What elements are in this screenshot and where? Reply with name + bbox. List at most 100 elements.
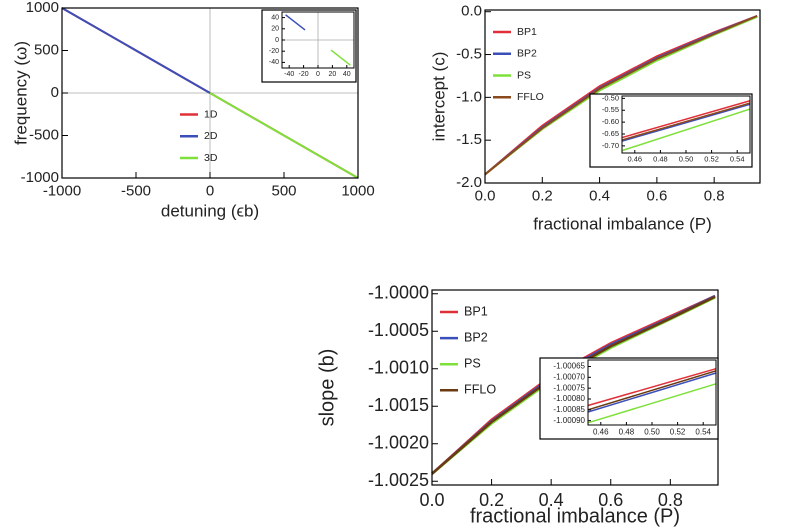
y-tick-label: -2.0: [456, 174, 482, 191]
data-line: [484, 15, 758, 176]
x-tick-label: 0.46: [593, 427, 609, 436]
data-line: [621, 100, 751, 139]
x-tick-label: -500: [121, 182, 151, 199]
chart-panel: 0.0 0.2 0.4 0.6 0.8 -1.0025 -1.0020 -1.0015 -1.0…: [316, 283, 719, 527]
legend-label: 1D: [204, 108, 218, 120]
x-tick-label: 0.2: [532, 187, 553, 204]
y-tick-label: -1.0005: [368, 320, 429, 340]
x-tick-label: 0.4: [589, 187, 610, 204]
legend-label: PS: [517, 69, 531, 81]
plot-frame: [484, 9, 761, 184]
x-tick-label: 40: [343, 71, 351, 78]
y-axis-label: intercept (c): [429, 52, 448, 142]
data-line: [621, 102, 751, 141]
legend-label: PS: [464, 357, 481, 371]
legend-label: BP1: [464, 304, 488, 318]
x-tick-label: 500: [271, 182, 296, 199]
y-tick-label: -40: [269, 59, 279, 66]
x-tick-label: 0.46: [627, 155, 642, 164]
legend-label: FFLO: [517, 91, 544, 103]
legend-label: BP1: [517, 26, 537, 38]
y-tick-label: 20: [271, 26, 279, 33]
x-tick-label: 0.4: [539, 490, 564, 510]
y-tick-label: -0.50: [602, 93, 619, 102]
y-tick-label: -1.0000: [368, 283, 429, 303]
y-tick-label: -20: [269, 48, 279, 55]
y-tick-label: 0: [51, 84, 59, 101]
x-tick-label: 0.2: [479, 490, 504, 510]
y-tick-label: -1.0020: [368, 433, 429, 453]
x-tick-label: -1000: [43, 182, 81, 199]
legend-label: 2D: [204, 130, 218, 142]
x-tick-label: 0.48: [653, 155, 668, 164]
x-tick-label: 0.48: [619, 427, 635, 436]
y-tick-label: -1000: [21, 169, 59, 186]
x-tick-label: 1000: [341, 182, 374, 199]
y-tick-label: -0.60: [602, 117, 619, 126]
y-axis-label: frequency (ω): [11, 41, 30, 145]
x-tick-label: -20: [299, 71, 309, 78]
y-tick-label: -1.00070: [553, 372, 585, 381]
y-tick-label: -1.00085: [553, 405, 585, 414]
chart-panel: -40 -20 0 20 40 -40 -20 0 20 40: [261, 9, 357, 83]
x-tick-label: 0.0: [419, 490, 444, 510]
chart-panel: 0.0 0.2 0.4 0.6 0.8 -2.0 -1.5 -1.0 -0.5 0.0 fracti…: [429, 3, 761, 233]
y-tick-label: -1.00090: [553, 416, 585, 425]
x-axis-label: detuning (ϵb): [161, 201, 259, 220]
x-axis-label: fractional imbalance (P): [470, 505, 680, 527]
x-tick-label: 0.54: [730, 155, 745, 164]
y-tick-label: 0: [275, 37, 279, 44]
y-tick-label: -500: [29, 126, 59, 143]
data-line: [330, 49, 351, 66]
data-line: [61, 7, 211, 94]
data-line: [621, 108, 751, 152]
y-tick-label: -1.00080: [553, 394, 585, 403]
y-tick-label: -1.0015: [368, 395, 429, 415]
legend-label: FFLO: [464, 383, 496, 397]
y-tick-label: -0.65: [602, 129, 619, 138]
x-tick-label: 0.0: [475, 187, 496, 204]
x-tick-label: 0.54: [695, 427, 711, 436]
data-line: [587, 367, 717, 407]
x-tick-label: 0.52: [670, 427, 686, 436]
y-tick-label: 0.0: [461, 3, 482, 20]
x-tick-label: 0: [206, 182, 214, 199]
x-tick-label: 0.50: [644, 427, 660, 436]
legend-label: BP2: [517, 48, 537, 60]
legend-label: 3D: [204, 152, 218, 164]
x-tick-label: 0.8: [658, 490, 683, 510]
data-line: [209, 92, 359, 179]
y-tick-label: -1.0: [456, 88, 482, 105]
y-tick-label: -0.70: [602, 141, 619, 150]
x-tick-label: 0.8: [704, 187, 725, 204]
x-axis-label: fractional imbalance (P): [533, 214, 712, 233]
y-tick-label: -1.0025: [368, 470, 429, 490]
y-tick-label: -1.5: [456, 131, 482, 148]
chart-panel: 0.46 0.48 0.50 0.52 0.54 -0.70 -0.65 -0.60 -0.55…: [589, 93, 753, 168]
y-tick-label: -1.00065: [553, 362, 585, 371]
data-line: [587, 370, 717, 411]
data-line: [587, 383, 717, 424]
y-tick-label: -0.5: [456, 46, 482, 63]
data-line: [587, 372, 717, 413]
x-tick-label: 0.6: [646, 187, 667, 204]
x-tick-label: 0.50: [679, 155, 694, 164]
y-tick-label: 500: [34, 41, 59, 58]
chart-panel: 0.46 0.48 0.50 0.52 0.54 -1.00065-1.00070 -1.0…: [539, 357, 719, 440]
inset-background: [261, 9, 357, 83]
data-line: [285, 14, 306, 31]
x-tick-label: 20: [329, 71, 337, 78]
y-tick-label: 1000: [26, 0, 59, 16]
inset-background: [589, 93, 753, 168]
y-axis-label: slope (b): [316, 349, 338, 427]
x-tick-label: 0.52: [704, 155, 719, 164]
y-tick-label: 40: [271, 14, 279, 21]
x-tick-label: 0.6: [598, 490, 623, 510]
y-tick-label: -0.55: [602, 105, 619, 114]
legend-label: BP2: [464, 330, 488, 344]
chart-panel: -1000 -500 0 500 1000 -1000 -500 0 500 1000 detuni…: [11, 0, 374, 220]
y-tick-label: -1.0010: [368, 358, 429, 378]
x-tick-label: -40: [284, 71, 294, 78]
y-tick-label: -1.00075: [553, 383, 585, 392]
